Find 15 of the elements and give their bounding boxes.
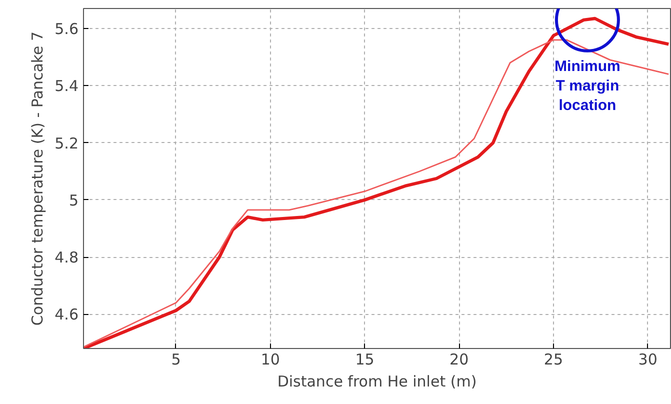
y-tick-label: 5.4	[54, 77, 79, 96]
y-tick-label: 4.6	[54, 306, 79, 324]
y-tick-label: 5	[68, 191, 79, 210]
x-tick-label: 5	[171, 350, 181, 368]
y-axis-title: Conductor temperature (K) - Pancake 7	[28, 31, 47, 326]
x-tick-label: 20	[450, 350, 469, 368]
x-tick-label: 30	[638, 350, 658, 368]
x-axis-title: Distance from He inlet (m)	[277, 372, 477, 390]
y-tick-label: 5.6	[54, 20, 79, 38]
annotation: Minimum T margin location	[554, 58, 620, 114]
x-tick-label: 10	[260, 350, 280, 368]
x-tick-label: 15	[355, 350, 374, 368]
y-tick-label: 5.2	[54, 134, 79, 152]
y-tick-label: 4.8	[54, 248, 79, 267]
x-tick-label: 25	[544, 350, 564, 368]
